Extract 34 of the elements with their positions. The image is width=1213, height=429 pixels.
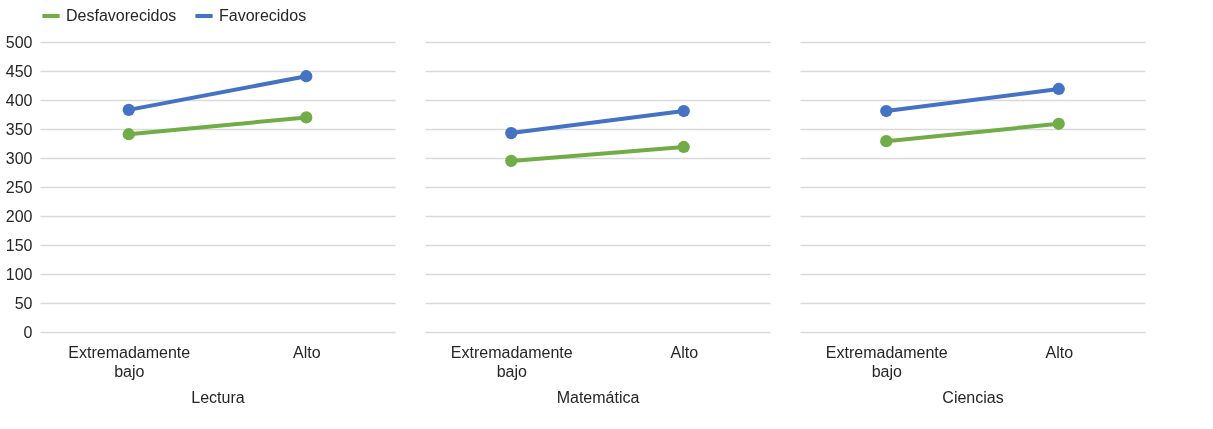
x-axis-title: Lectura (191, 388, 245, 406)
y-tick-label: 500 (5, 33, 33, 51)
point (1052, 117, 1065, 130)
y-tick-label: 150 (5, 236, 33, 254)
point (122, 103, 135, 116)
point (880, 104, 893, 118)
point (122, 128, 135, 141)
point (505, 154, 518, 168)
y-tick-label: 200 (5, 207, 33, 225)
y-tick-label: 300 (5, 149, 33, 167)
y-tick-label: 50 (14, 294, 33, 312)
x-tick-label: Extremadamente bajo (825, 343, 948, 380)
x-tick-label: Alto (292, 343, 321, 361)
y-tick-label: 350 (5, 120, 33, 138)
point (300, 111, 313, 124)
y-tick-label: 0 (23, 323, 33, 341)
point (505, 126, 518, 140)
point (300, 70, 313, 83)
point (677, 140, 690, 154)
y-tick-label: 100 (5, 265, 33, 283)
point (1052, 82, 1065, 96)
x-axis-title: Matemática (556, 388, 640, 406)
x-tick-label: Extremadamente bajo (68, 343, 191, 380)
legend-label: Favorecidos (219, 7, 307, 24)
x-tick-label: Extremadamente bajo (450, 343, 573, 380)
y-tick-label: 450 (5, 62, 33, 80)
legend-label: Desfavorecidos (66, 7, 177, 24)
point (880, 135, 893, 148)
x-tick-label: Alto (1045, 343, 1074, 361)
x-tick-label: Alto (670, 343, 699, 361)
y-tick-label: 400 (5, 91, 33, 109)
y-tick-label: 250 (5, 178, 33, 196)
x-axis-title: Ciencias (942, 388, 1004, 406)
point (677, 104, 690, 118)
